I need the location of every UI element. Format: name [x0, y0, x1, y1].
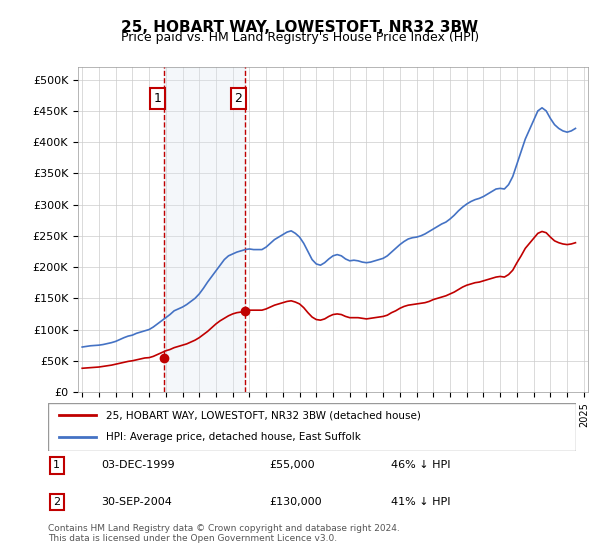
- Text: HPI: Average price, detached house, East Suffolk: HPI: Average price, detached house, East…: [106, 432, 361, 442]
- Text: Price paid vs. HM Land Registry's House Price Index (HPI): Price paid vs. HM Land Registry's House …: [121, 31, 479, 44]
- FancyBboxPatch shape: [48, 403, 576, 451]
- Text: 1: 1: [53, 460, 60, 470]
- Text: £55,000: £55,000: [270, 460, 316, 470]
- Text: 03-DEC-1999: 03-DEC-1999: [101, 460, 175, 470]
- Text: £130,000: £130,000: [270, 497, 322, 507]
- Text: 30-SEP-2004: 30-SEP-2004: [101, 497, 172, 507]
- Bar: [164, 67, 245, 392]
- Text: 25, HOBART WAY, LOWESTOFT, NR32 3BW (detached house): 25, HOBART WAY, LOWESTOFT, NR32 3BW (det…: [106, 410, 421, 420]
- Text: 46% ↓ HPI: 46% ↓ HPI: [391, 460, 451, 470]
- Text: 1: 1: [154, 92, 161, 105]
- Text: 25, HOBART WAY, LOWESTOFT, NR32 3BW: 25, HOBART WAY, LOWESTOFT, NR32 3BW: [121, 20, 479, 35]
- Text: 2: 2: [53, 497, 61, 507]
- Text: 41% ↓ HPI: 41% ↓ HPI: [391, 497, 451, 507]
- Text: Contains HM Land Registry data © Crown copyright and database right 2024.
This d: Contains HM Land Registry data © Crown c…: [48, 524, 400, 543]
- Text: 2: 2: [235, 92, 242, 105]
